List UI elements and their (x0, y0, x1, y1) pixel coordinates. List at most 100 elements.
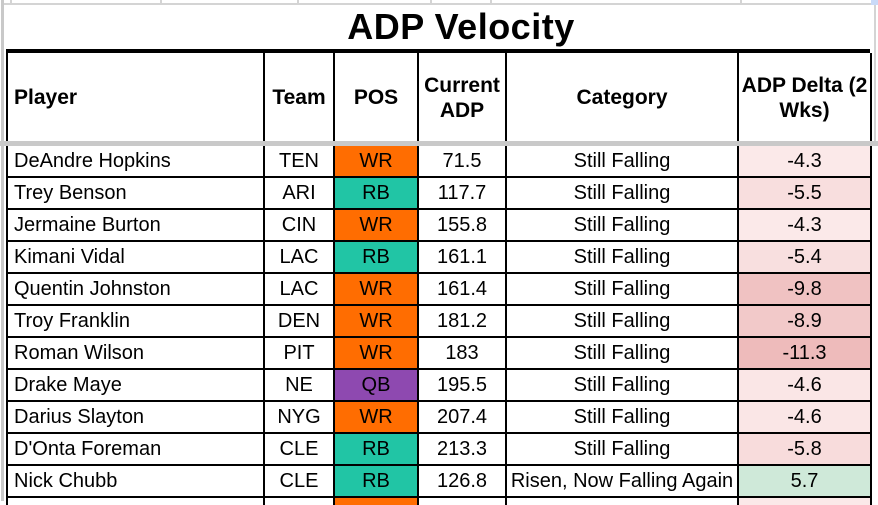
team-cell[interactable]: CLE (263, 432, 335, 466)
header-team[interactable]: Team (263, 53, 335, 146)
adp-cell[interactable]: 183 (417, 336, 507, 370)
header-pos[interactable]: POS (333, 53, 419, 146)
header-player[interactable]: Player (6, 53, 265, 146)
category-cell[interactable]: Still Falling (505, 368, 739, 402)
table-row: DeAndre Hopkins TEN WR 71.5 Still Falling -4.… (6, 144, 872, 178)
team-cell[interactable]: TEN (263, 144, 335, 178)
pos-cell[interactable] (333, 496, 419, 505)
player-cell[interactable]: Troy Franklin (6, 304, 265, 338)
adp-cell[interactable]: 195.5 (417, 368, 507, 402)
team-cell[interactable]: DEN (263, 304, 335, 338)
table-row: Drake Maye NE QB 195.5 Still Falling -4.6 (6, 368, 872, 402)
delta-cell[interactable]: -9.8 (737, 272, 872, 306)
pos-cell[interactable]: WR (333, 208, 419, 242)
header-delta[interactable]: ADP Delta (2 Wks) (737, 53, 872, 146)
player-cell[interactable]: Jermaine Burton (6, 208, 265, 242)
delta-cell[interactable]: -5.4 (737, 240, 872, 274)
table-row: Kimani Vidal LAC RB 161.1 Still Falling -5.4 (6, 240, 872, 274)
gridline (430, 0, 432, 5)
category-cell[interactable]: Still Falling (505, 336, 739, 370)
player-cell[interactable]: Kimani Vidal (6, 240, 265, 274)
adp-cell[interactable]: 213.3 (417, 432, 507, 466)
category-cell[interactable]: Risen, Now Falling Again (505, 464, 739, 498)
gridline (740, 0, 742, 5)
gridline (297, 0, 299, 5)
delta-cell[interactable]: 5.7 (737, 464, 872, 498)
team-cell[interactable]: CLE (263, 464, 335, 498)
team-cell[interactable]: NE (263, 368, 335, 402)
adp-cell[interactable]: 155.8 (417, 208, 507, 242)
player-cell[interactable]: Darius Slayton (6, 400, 265, 434)
team-cell[interactable]: ARI (263, 176, 335, 210)
player-cell[interactable] (6, 496, 265, 505)
delta-cell[interactable]: -4.6 (737, 400, 872, 434)
partial-row (6, 496, 872, 505)
delta-cell[interactable] (737, 496, 872, 505)
player-cell[interactable]: Nick Chubb (6, 464, 265, 498)
adp-cell[interactable]: 161.4 (417, 272, 507, 306)
adp-cell[interactable]: 207.4 (417, 400, 507, 434)
gridline (160, 0, 162, 5)
player-cell[interactable]: Roman Wilson (6, 336, 265, 370)
team-cell[interactable]: PIT (263, 336, 335, 370)
delta-cell[interactable]: -4.3 (737, 144, 872, 178)
data-table: Player Team POS Current ADP Category ADP… (6, 53, 872, 505)
pos-cell[interactable]: RB (333, 432, 419, 466)
adp-velocity-table: ADP Velocity Player Team POS Current ADP… (6, 5, 872, 505)
table-row: D'Onta Foreman CLE RB 213.3 Still Falling -5.… (6, 432, 872, 466)
team-cell[interactable]: NYG (263, 400, 335, 434)
player-cell[interactable]: Quentin Johnston (6, 272, 265, 306)
category-cell[interactable]: Still Falling (505, 240, 739, 274)
category-cell[interactable]: Still Falling (505, 144, 739, 178)
category-cell[interactable]: Still Falling (505, 272, 739, 306)
page-title: ADP Velocity (347, 6, 575, 47)
pos-cell[interactable]: QB (333, 368, 419, 402)
player-cell[interactable]: D'Onta Foreman (6, 432, 265, 466)
pos-cell[interactable]: RB (333, 464, 419, 498)
delta-cell[interactable]: -5.8 (737, 432, 872, 466)
header-category[interactable]: Category (505, 53, 739, 146)
adp-cell[interactable]: 126.8 (417, 464, 507, 498)
gridline (10, 0, 12, 5)
delta-cell[interactable]: -4.6 (737, 368, 872, 402)
header-adp[interactable]: Current ADP (417, 53, 507, 146)
table-body: DeAndre Hopkins TEN WR 71.5 Still Falling -4.… (6, 144, 872, 505)
delta-cell[interactable]: -8.9 (737, 304, 872, 338)
table-row: Darius Slayton NYG WR 207.4 Still Falling -4.… (6, 400, 872, 434)
table-title-cell[interactable]: ADP Velocity (6, 5, 870, 53)
team-cell[interactable]: LAC (263, 240, 335, 274)
delta-cell[interactable]: -4.3 (737, 208, 872, 242)
player-cell[interactable]: DeAndre Hopkins (6, 144, 265, 178)
adp-cell[interactable]: 71.5 (417, 144, 507, 178)
table-header: Player Team POS Current ADP Category ADP… (6, 53, 872, 146)
pos-cell[interactable]: RB (333, 176, 419, 210)
pos-cell[interactable]: WR (333, 400, 419, 434)
pos-cell[interactable]: RB (333, 240, 419, 274)
gridline (874, 0, 876, 146)
delta-cell[interactable]: -11.3 (737, 336, 872, 370)
category-cell[interactable]: Still Falling (505, 400, 739, 434)
delta-cell[interactable]: -5.5 (737, 176, 872, 210)
adp-cell[interactable]: 117.7 (417, 176, 507, 210)
pos-cell[interactable]: WR (333, 304, 419, 338)
category-cell[interactable] (505, 496, 739, 505)
pos-cell[interactable]: WR (333, 336, 419, 370)
pos-cell[interactable]: WR (333, 144, 419, 178)
category-cell[interactable]: Still Falling (505, 432, 739, 466)
adp-cell[interactable]: 181.2 (417, 304, 507, 338)
pos-cell[interactable]: WR (333, 272, 419, 306)
player-cell[interactable]: Drake Maye (6, 368, 265, 402)
adp-cell[interactable]: 161.1 (417, 240, 507, 274)
frozen-column-divider (1, 0, 4, 501)
frozen-row-divider (0, 141, 878, 146)
team-cell[interactable] (263, 496, 335, 505)
team-cell[interactable]: LAC (263, 272, 335, 306)
category-cell[interactable]: Still Falling (505, 304, 739, 338)
category-cell[interactable]: Still Falling (505, 176, 739, 210)
category-cell[interactable]: Still Falling (505, 208, 739, 242)
team-cell[interactable]: CIN (263, 208, 335, 242)
player-cell[interactable]: Trey Benson (6, 176, 265, 210)
adp-cell[interactable] (417, 496, 507, 505)
table-row: Roman Wilson PIT WR 183 Still Falling -11.3 (6, 336, 872, 370)
sheet-gridline-horizontal (3, 3, 878, 5)
